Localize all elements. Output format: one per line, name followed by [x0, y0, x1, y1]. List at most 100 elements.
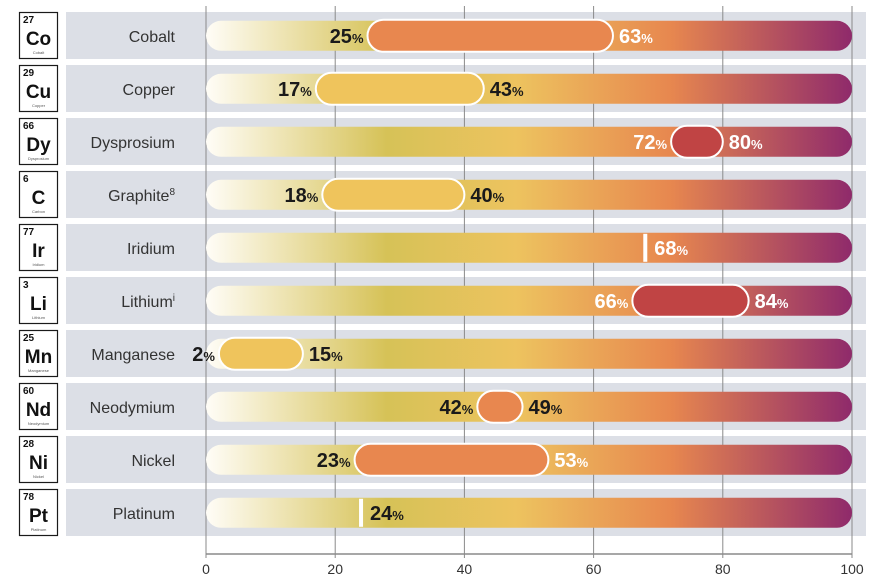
range-bar — [314, 71, 485, 106]
value-marker — [359, 498, 364, 527]
element-tile-box — [18, 223, 59, 272]
range-track — [206, 391, 852, 422]
element-tile-box — [18, 276, 59, 325]
element-number: 66 — [23, 121, 35, 132]
value-label: 24% — [370, 503, 404, 525]
x-tick-label: 0 — [202, 561, 210, 577]
element-name: Carbon — [32, 209, 45, 214]
element-number: 6 — [23, 174, 29, 185]
element-tiles: 27CoCobaltCobalt29CuCopperCopper66DyDysp… — [18, 11, 176, 537]
element-name: Neodymium — [28, 421, 50, 426]
x-tick-label: 40 — [457, 561, 473, 577]
row-label: Neodymium — [90, 400, 175, 417]
high-value-label-unit: % — [751, 137, 763, 152]
high-value-label-number: 40 — [470, 185, 492, 207]
element-tile-box — [18, 170, 59, 219]
element-name: Cobalt — [33, 50, 45, 55]
high-value-label-unit: % — [551, 402, 563, 417]
element-tile-box — [18, 435, 59, 484]
element-name: Lithium — [32, 315, 46, 320]
x-tick-label: 20 — [327, 561, 343, 577]
element-tile-box — [18, 117, 59, 166]
x-tick-label: 60 — [586, 561, 602, 577]
element-name: Iridium — [32, 262, 45, 267]
high-value-label-number: 43 — [490, 79, 512, 101]
high-value-label: 15% — [309, 344, 343, 366]
value-label: 68% — [654, 238, 688, 260]
element-symbol: Mn — [25, 347, 52, 368]
range-track — [206, 497, 852, 528]
row-label: Manganese — [91, 347, 175, 364]
high-value-label: 84% — [755, 291, 789, 313]
value-label-unit: % — [392, 508, 404, 523]
low-value-label-number: 23 — [317, 450, 339, 472]
row-label: Lithiumi — [121, 293, 175, 311]
element-number: 3 — [23, 280, 29, 291]
high-value-label: 80% — [729, 132, 763, 154]
row-label: Cobalt — [129, 29, 176, 46]
element-name: Platinum — [31, 527, 47, 532]
high-value-label-number: 53 — [554, 450, 576, 472]
low-value-label-number: 2 — [192, 344, 203, 366]
element-symbol: Ir — [32, 241, 45, 262]
value-label-number: 68 — [654, 238, 676, 260]
range-bar — [366, 18, 614, 53]
range-bar — [353, 442, 550, 477]
element-symbol: Cu — [26, 82, 51, 103]
low-value-label: 17% — [278, 79, 312, 101]
value-labels: 25% 63%17% 43%72% 80%18% 40%68%66% 84%2% 15%42… — [192, 26, 789, 525]
element-tile-box — [18, 488, 59, 537]
low-value-label-unit: % — [352, 31, 364, 46]
element-name: Copper — [32, 103, 46, 108]
element-symbol: Pt — [29, 506, 49, 527]
low-value-label-number: 42 — [440, 397, 462, 419]
high-value-label-unit: % — [577, 455, 589, 470]
high-value-label-number: 80 — [729, 132, 751, 154]
element-name: Nickel — [33, 474, 44, 479]
element-number: 28 — [23, 439, 35, 450]
x-axis: 0 20 40 60 80 100 — [202, 553, 864, 577]
low-value-label-unit: % — [462, 402, 474, 417]
element-symbol: Co — [26, 29, 51, 50]
element-number: 27 — [23, 15, 35, 26]
range-bar — [217, 336, 304, 371]
low-value-label-number: 25 — [330, 26, 352, 48]
high-value-label: 53% — [554, 450, 588, 472]
high-value-label: 63% — [619, 26, 653, 48]
element-name: Dysprosium — [28, 156, 50, 161]
high-value-label-number: 15 — [309, 344, 331, 366]
high-value-label-unit: % — [331, 349, 343, 364]
low-value-label: 18% — [284, 185, 318, 207]
range-bar — [670, 124, 724, 159]
value-label-number: 24 — [370, 503, 393, 525]
row-label: Dysprosium — [91, 135, 175, 152]
range-bar — [476, 389, 524, 424]
low-value-label: 72% — [633, 132, 667, 154]
range-bars — [217, 18, 750, 527]
range-bar — [321, 177, 466, 212]
row-label: Iridium — [127, 241, 175, 258]
element-number: 60 — [23, 386, 35, 397]
element-number: 78 — [23, 492, 35, 503]
element-tile-box — [18, 11, 59, 60]
low-value-label-unit: % — [656, 137, 668, 152]
row-label-superscript: i — [173, 293, 175, 304]
low-value-label-unit: % — [203, 349, 215, 364]
high-value-label-number: 63 — [619, 26, 641, 48]
low-value-label-unit: % — [307, 190, 319, 205]
element-symbol: C — [32, 188, 46, 209]
low-value-label-unit: % — [339, 455, 351, 470]
high-value-label-unit: % — [777, 296, 789, 311]
high-value-label: 49% — [529, 397, 563, 419]
row-label: Graphite8 — [108, 187, 175, 205]
high-value-label-unit: % — [641, 31, 653, 46]
high-value-label: 40% — [470, 185, 504, 207]
low-value-label: 25% — [330, 26, 364, 48]
